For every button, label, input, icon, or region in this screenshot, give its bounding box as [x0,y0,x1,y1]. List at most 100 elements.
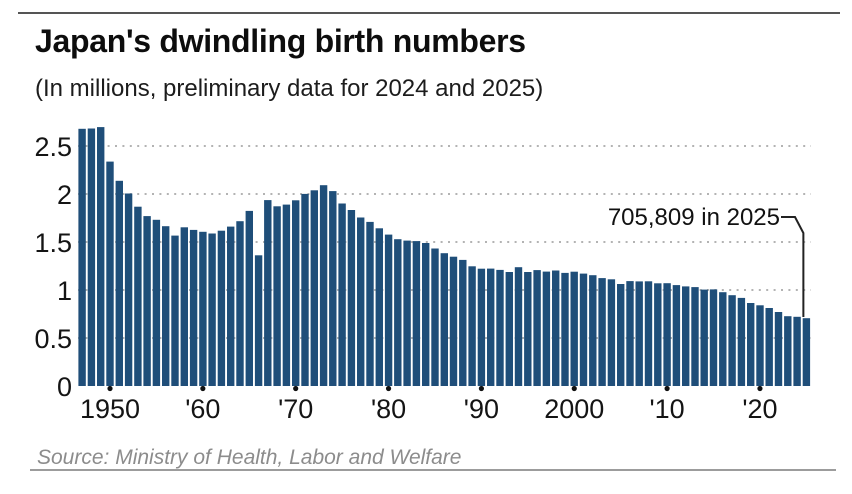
bar-1983 [412,241,421,386]
bar-1959 [189,229,198,386]
bar-2018 [737,297,746,386]
bar-1960 [199,231,207,386]
bar-2011 [672,285,681,386]
chart-title: Japan's dwindling birth numbers [35,23,526,59]
bar-2006 [626,281,634,386]
bar-1957 [171,235,179,386]
bar-1979 [375,228,383,386]
x-tick-dot-2020 [757,385,763,392]
bar-1989 [468,266,476,386]
bar-1961 [208,233,216,386]
bar-1996 [533,270,541,386]
bar-1990 [477,268,486,386]
x-tick-dot-2000 [571,385,577,392]
bar-2023 [784,316,792,386]
bar-1985 [431,248,439,386]
bar-1966 [254,255,263,386]
bar-2014 [700,289,708,386]
x-axis-label-1970: '70 [278,394,314,424]
bar-2005 [617,284,625,386]
bar-1964 [236,221,244,386]
bar-2025 [802,318,811,386]
x-tick-dot-1960 [200,385,206,392]
bottom-divider [30,469,836,471]
bar-2024 [793,316,801,386]
bar-2004 [607,279,616,386]
source-credit: Source: Ministry of Health, Labor and We… [37,446,462,469]
bar-1958 [180,227,188,386]
y-axis-label-0.5: 0.5 [34,324,72,354]
y-axis-label-1.5: 1.5 [34,228,72,258]
bar-1949 [97,127,105,386]
y-axis-label-1: 1 [56,276,72,306]
x-tick-dot-1990 [478,385,484,392]
x-tick-dot-1980 [385,385,392,392]
x-axis-label-2010: '10 [649,394,685,424]
annotation-leader-line [781,216,805,317]
bar-1980 [384,234,393,386]
bar-1974 [329,191,337,386]
bar-1963 [227,226,235,386]
bar-1993 [505,272,513,386]
bar-2003 [598,278,606,386]
bar-1978 [366,221,374,386]
bar-2009 [654,283,662,386]
bar-2021 [765,308,773,386]
bar-1962 [217,230,226,386]
bar-1995 [524,272,532,386]
bar-1950 [106,161,114,386]
bar-1955 [152,219,161,386]
bar-2010 [663,283,671,386]
bar-2017 [728,295,736,386]
bar-1970 [292,200,300,386]
x-tick-dot-1970 [293,385,299,392]
bar-1948 [87,128,96,386]
bar-1994 [514,267,523,386]
bar-1967 [264,200,272,386]
bar-1947 [78,128,86,387]
x-axis-label-2020: '20 [742,394,778,424]
bar-1991 [487,268,495,386]
bar-2019 [747,303,755,386]
bar-1969 [282,204,291,386]
bar-2007 [635,281,643,386]
bar-2022 [774,312,783,386]
x-axis-label-1960: '60 [185,394,221,424]
bar-2001 [579,273,588,386]
bar-1987 [449,256,458,386]
y-axis-label-2.5: 2.5 [34,132,72,162]
bar-1982 [403,240,411,386]
bar-2000 [570,271,578,386]
bar-2008 [644,281,653,386]
bar-1965 [245,210,253,386]
bar-1972 [310,190,318,386]
x-tick-dot-1950 [107,385,113,392]
bar-1999 [561,272,569,386]
bar-1956 [162,226,170,386]
y-axis-label-2: 2 [56,180,72,210]
x-axis-label-2000: 2000 [544,394,605,424]
bar-1984 [422,243,430,386]
x-axis-label-1950: 1950 [79,394,141,424]
bar-1973 [319,185,328,386]
x-axis-label-1980: '80 [370,394,407,424]
bar-2013 [691,287,699,386]
bar-1977 [357,217,365,386]
bar-1951 [115,180,123,386]
bar-1976 [347,210,356,386]
bar-1986 [440,253,448,386]
bar-1988 [459,259,467,386]
bar-1992 [496,269,504,386]
bar-1954 [143,216,151,386]
bar-2020 [756,305,764,386]
bar-2016 [719,292,727,386]
bar-2002 [589,275,597,386]
bar-1998 [552,270,560,386]
bar-1968 [273,206,281,386]
bar-1953 [134,206,142,386]
bar-1997 [542,271,551,386]
x-axis-label-1990: '90 [463,394,499,424]
bar-1952 [124,193,133,386]
